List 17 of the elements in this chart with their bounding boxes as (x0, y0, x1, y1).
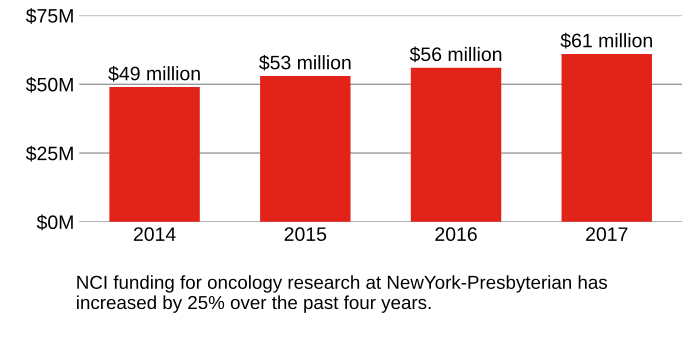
data-label: $49 million (108, 66, 200, 82)
data-label: $53 million (259, 54, 351, 71)
y-tick-label: $25M (26, 146, 73, 162)
y-tick-label: $75M (26, 8, 73, 24)
bar (260, 76, 351, 222)
y-tick-label: $0M (36, 214, 73, 230)
bar (410, 68, 502, 222)
data-label: $61 million (560, 32, 652, 49)
bar (109, 87, 200, 222)
bar (562, 54, 652, 222)
x-tick-label: 2016 (435, 227, 477, 242)
x-tick-label: 2015 (284, 227, 326, 242)
data-label: $56 million (410, 46, 502, 62)
text: NCI funding for oncology research at NewYork-Presbyterian has increased by 25% over the past four years. (77, 275, 607, 313)
x-tick-label: 2014 (134, 227, 176, 242)
y-tick-label: $50M (26, 76, 73, 93)
x-tick-label: 2017 (586, 227, 628, 242)
